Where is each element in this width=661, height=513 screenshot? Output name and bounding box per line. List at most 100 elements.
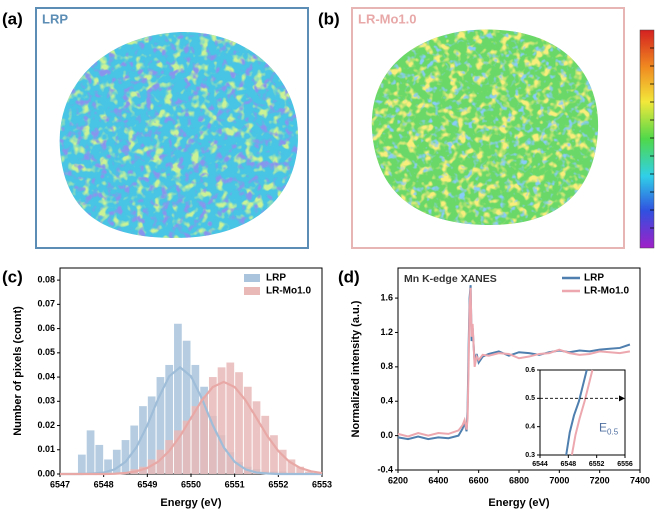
hist-bar [270,435,278,474]
image-frame [35,7,309,249]
hist-bar [147,459,156,474]
x-tick-label: 6600 [469,475,489,485]
hist-bar [278,449,287,474]
x-tick-label: 6548 [94,479,114,489]
data-line [397,287,631,438]
x-tick-label: 7400 [630,475,650,485]
hist-bar [305,471,313,474]
hist-bar [112,449,121,474]
x-tick-label: 6556 [617,461,633,468]
data-line [570,369,594,456]
legend-label: LR-Mo1.0 [266,286,311,297]
hist-bar [77,454,86,474]
panel-label: (b) [318,9,340,28]
y-tick-label: 0.08 [37,274,55,284]
x-tick-label: 6548 [561,461,577,468]
y-tick-label: 0.02 [37,420,55,430]
hist-bar [217,367,226,474]
hist-bar [147,396,156,474]
fit-curve [60,365,322,476]
x-tick-label: 6200 [388,475,408,485]
x-tick-label: 6800 [509,475,529,485]
y-tick-label: 0.4 [380,396,393,406]
data-line [397,285,631,441]
colorbar-ticks [650,47,654,229]
y-tick-label: 0.05 [37,347,55,357]
hist-bar [287,459,296,474]
x-tick-label: 6400 [428,475,448,485]
hist-bar [243,386,252,474]
annotation: Mn K-edge XANES [404,273,497,285]
y-axis-label: Normalized intensity (a.u.) [350,300,362,437]
x-tick-label: 6547 [50,479,70,489]
panel-label: (d) [338,267,360,286]
y-tick-label: 0.0 [380,430,393,440]
plot-frame [539,369,626,456]
x-tick-label: 6553 [312,479,332,489]
hist-bar [156,449,165,474]
map-image [59,31,299,239]
y-tick-label: 1.6 [380,292,393,302]
hist-bar [235,372,243,474]
hist-bar [104,459,112,474]
annotation: E0.5 [599,421,619,437]
x-tick-label: 6552 [589,461,605,468]
y-tick-label: 1.2 [380,327,393,337]
hist-bar [261,415,270,474]
panel-label: (a) [2,9,23,28]
y-tick-label: 0.3 [525,452,535,459]
hist-bar [156,377,165,474]
x-tick-label: 6551 [225,479,245,489]
hist-bar [165,364,174,474]
hist-bar [174,430,182,474]
image-frame [351,7,625,249]
hist-bar [200,396,208,474]
y-axis-label: Number of pixels (count) [12,306,24,436]
hist-bar [95,444,104,474]
hist-bar [182,420,191,474]
y-tick-label: 0.00 [37,468,55,478]
x-tick-label: 7000 [549,475,569,485]
y-tick-label: 0.04 [37,371,55,381]
hist-bar [226,362,235,474]
fit-curve [60,380,323,476]
x-tick-label: 6544 [532,461,548,468]
x-axis-label: Energy (eV) [160,497,221,509]
hist-bar [121,440,130,474]
y-tick-label: 0.5 [525,395,535,402]
hist-bar [165,440,174,474]
annotation-main: E [599,421,607,435]
legend-label: LR-Mo1.0 [584,286,629,297]
y-tick-label: 0.4 [525,424,535,431]
y-tick-label: 0.6 [525,367,535,374]
hist-bar [182,340,191,474]
hist-bar [296,466,305,474]
legend-label: LRP [266,273,286,284]
x-tick-label: 6549 [137,479,157,489]
legend-swatch [244,287,260,295]
hist-bar [86,430,95,474]
panel-label: (c) [2,267,23,286]
legend-label: LRP [584,273,604,284]
hist-bar [191,406,200,474]
y-tick-label: 0.8 [380,361,393,371]
y-tick-label: 0.07 [37,299,55,309]
hist-bar [139,406,147,474]
x-tick-label: 6550 [181,479,201,489]
map-image [371,29,599,225]
arrow-head [619,395,625,402]
y-tick-label: -0.4 [377,464,393,474]
hist-bar [174,323,182,474]
y-tick-label: 0.03 [37,396,55,406]
colorbar [639,29,655,249]
x-tick-label: 6552 [268,479,288,489]
plot-frame [59,267,323,475]
annotation-subscript: 0.5 [607,428,619,437]
y-tick-label: 0.01 [37,444,55,454]
x-axis-label: Energy (eV) [488,497,549,509]
image-label: LR-Mo1.0 [358,11,417,26]
legend-swatch [244,274,260,282]
y-tick-label: 0.06 [37,323,55,333]
data-line [565,369,588,456]
